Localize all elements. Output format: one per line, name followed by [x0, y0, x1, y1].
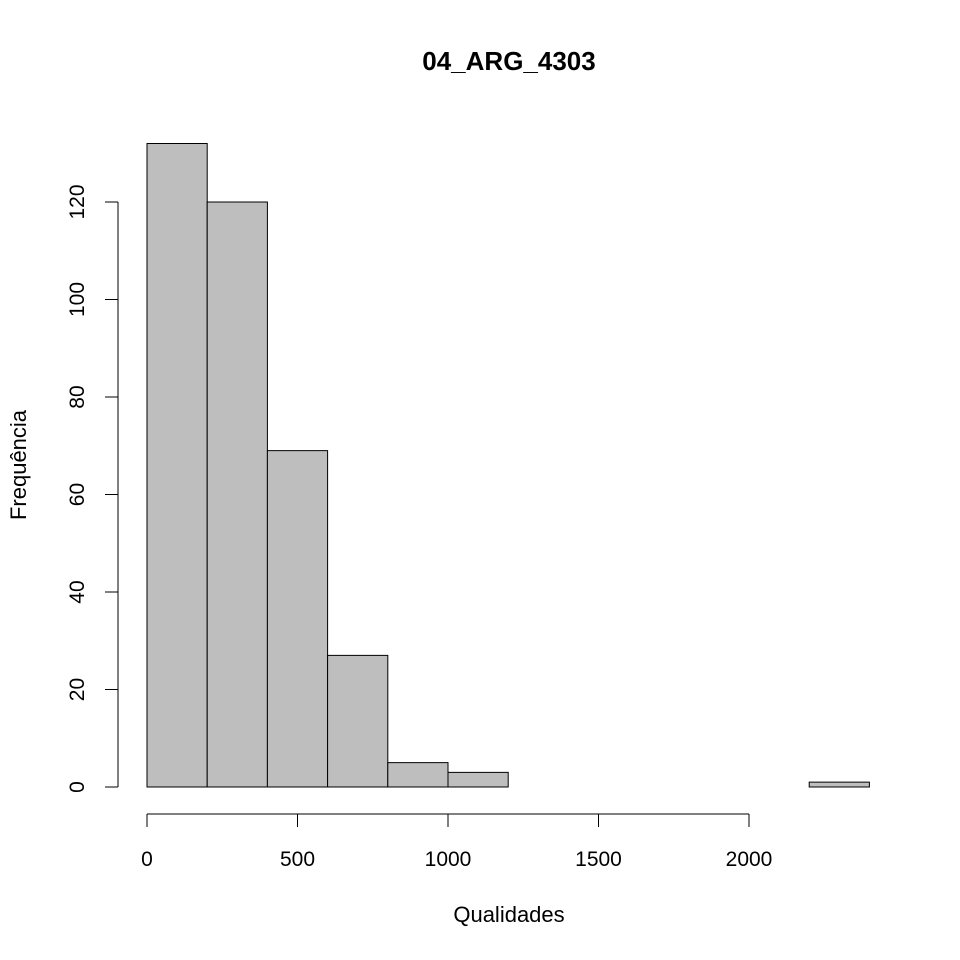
histogram-bar	[266, 450, 329, 788]
y-axis: 0 20 40 60 80 100 120	[66, 184, 119, 793]
y-axis-label: Frequência	[6, 409, 31, 520]
x-tick-label: 500	[280, 848, 315, 871]
histogram-bar	[206, 201, 268, 788]
histogram-bar	[808, 781, 870, 788]
y-tick-label: 60	[66, 483, 89, 506]
y-tick-label: 80	[66, 385, 89, 408]
y-tick-label: 120	[66, 184, 89, 219]
x-tick-label: 1000	[425, 848, 472, 871]
histogram-bar	[327, 654, 389, 788]
y-tick-label: 40	[66, 580, 89, 603]
y-tick-label: 0	[66, 781, 89, 793]
chart-title: 04_ARG_4303	[422, 46, 595, 76]
histogram-bar	[447, 771, 509, 788]
y-tick-label: 20	[66, 678, 89, 701]
x-axis-label: Qualidades	[453, 902, 564, 927]
x-tick-label: 0	[141, 848, 153, 871]
x-tick-label: 1500	[575, 848, 622, 871]
x-tick-label: 2000	[726, 848, 773, 871]
histogram-bar	[146, 143, 208, 788]
bars-layer	[146, 143, 870, 788]
x-axis: 0 500 1000 1500 2000	[141, 813, 773, 871]
y-tick-label: 100	[66, 282, 89, 317]
histogram-bar	[387, 762, 449, 788]
